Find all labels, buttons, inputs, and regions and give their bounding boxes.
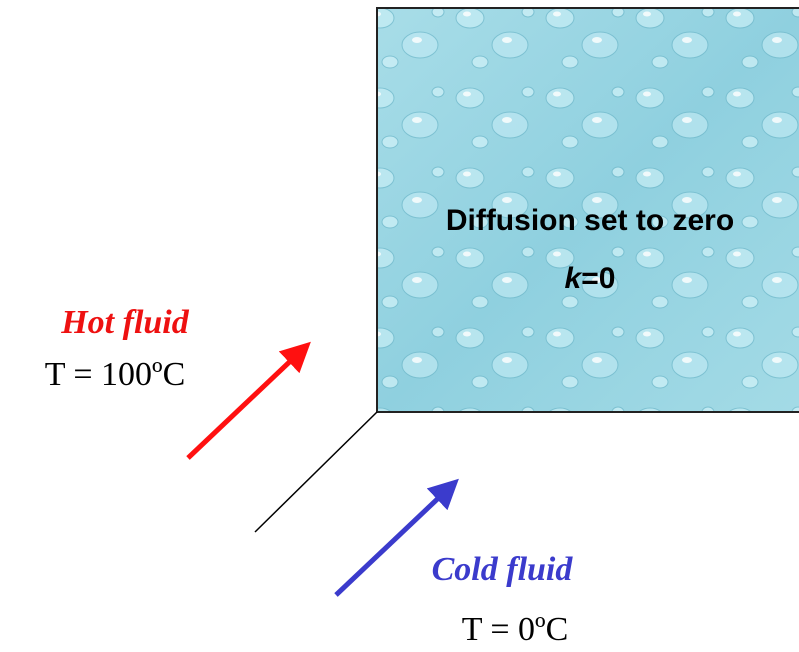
cold-label: Cold fluid <box>432 551 574 588</box>
diagram: Diffusion set to zero k=0 Hot fluid T = … <box>0 0 799 652</box>
cold-temperature: T = 0ºC <box>462 611 569 648</box>
domain-box: Diffusion set to zero k=0 <box>377 8 799 412</box>
hot-arrow <box>188 352 300 458</box>
k-value: =0 <box>581 262 615 295</box>
edge-line <box>255 412 377 532</box>
k-label: k=0 <box>565 262 616 295</box>
hot-label: Hot fluid <box>60 304 190 341</box>
k-symbol: k <box>565 262 583 295</box>
hot-temperature: T = 100ºC <box>45 356 186 393</box>
box-title: Diffusion set to zero <box>446 204 734 237</box>
